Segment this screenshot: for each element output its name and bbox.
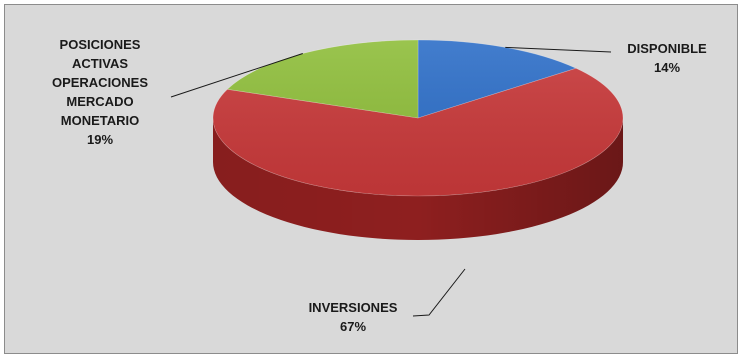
leader-line-inversiones [412,268,466,317]
slice-name-line: OPERACIONES [51,75,149,90]
slice-label-posiciones-activas: POSICIONES ACTIVAS OPERACIONES MERCADO M… [25,35,175,149]
slice-percent: 19% [86,132,114,147]
pie-side-group [213,118,623,240]
slice-label-disponible: DISPONIBLE 14% [602,39,732,77]
pie-chart [170,39,624,317]
slice-name-line: ACTIVAS [71,56,129,71]
slice-label-inversiones: INVERSIONES 67% [288,298,418,336]
leader-lines [170,46,612,317]
slice-name: INVERSIONES [308,300,398,315]
pie-slice-side-shading [213,118,623,240]
slice-name-line: MERCADO [66,94,134,109]
chart-area: DISPONIBLE 14% INVERSIONES 67% POSICIONE… [4,4,738,354]
leader-line-posiciones [170,53,303,98]
leader-line-disponible [505,46,612,53]
pie-top-gloss [213,40,623,196]
slice-name: DISPONIBLE [627,41,707,56]
slice-name-line: MONETARIO [60,113,140,128]
slice-name-line: POSICIONES [59,37,141,52]
slice-percent: 67% [339,319,367,334]
pie-top-group [212,39,624,197]
slice-percent: 14% [653,60,681,75]
